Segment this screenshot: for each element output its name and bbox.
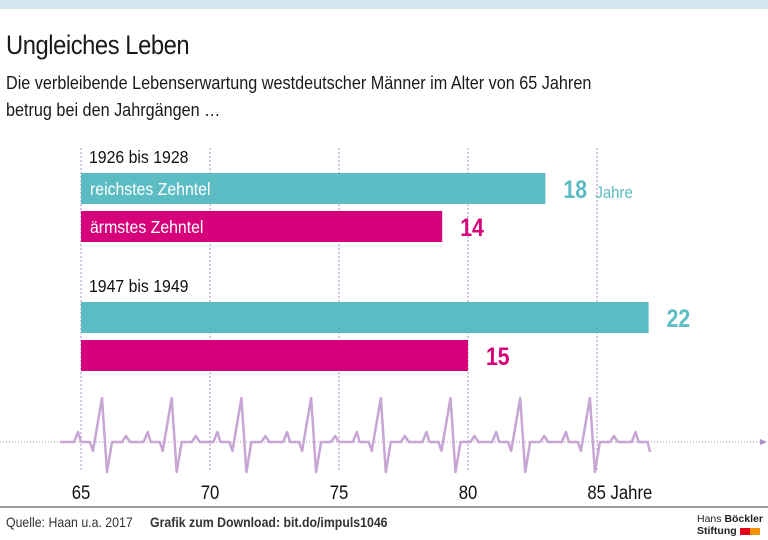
unit-label: Jahre — [595, 184, 632, 202]
source-note: Quelle: Haan u.a. 2017 — [6, 514, 133, 530]
bar-richest-tenth — [81, 173, 546, 204]
bar-richest-tenth — [81, 302, 649, 333]
footer-divider — [0, 506, 768, 508]
logo-text-stiftung: Stiftung — [697, 525, 737, 537]
value-label: 15 — [486, 342, 510, 370]
bar-chart: 65 70 75 80 85 Jahre 1926 bis 1928 reichstes Z… — [0, 147, 767, 503]
logo-orange-square — [749, 527, 760, 535]
axis-arrow-icon — [760, 439, 767, 445]
download-link[interactable]: Grafik zum Download: bit.do/impuls1046 — [150, 514, 388, 530]
group-label: 1947 bis 1949 — [89, 276, 188, 296]
tick-label: 70 — [201, 482, 220, 503]
value-label: 14 — [460, 213, 484, 241]
tick-label: 75 — [330, 482, 349, 503]
group-label: 1926 bis 1928 — [89, 147, 188, 167]
bar-label: ärmstes Zehntel — [90, 217, 203, 237]
bar-poorest-tenth — [81, 340, 468, 371]
chart-title: Ungleiches Leben — [6, 30, 190, 60]
value-label: 18 — [563, 175, 587, 203]
logo-red-square — [739, 527, 750, 535]
bar-poorest-tenth — [81, 211, 443, 242]
tick-label: 80 — [459, 482, 478, 503]
hans-boeckler-logo: Hans Böckler Stiftung — [697, 513, 763, 537]
top-band — [0, 0, 768, 9]
tick-label: 85 Jahre — [587, 482, 652, 503]
value-label: 22 — [667, 304, 691, 332]
logo-text-hans: Hans — [697, 513, 722, 525]
bar-label: reichstes Zehntel — [90, 179, 211, 199]
ecg-heartbeat-line — [60, 396, 652, 474]
chart-subtitle: Die verbleibende Lebenserwartung westdeu… — [6, 73, 592, 120]
tick-label: 65 — [72, 482, 91, 503]
logo-text-boeckler: Böckler — [724, 513, 763, 525]
